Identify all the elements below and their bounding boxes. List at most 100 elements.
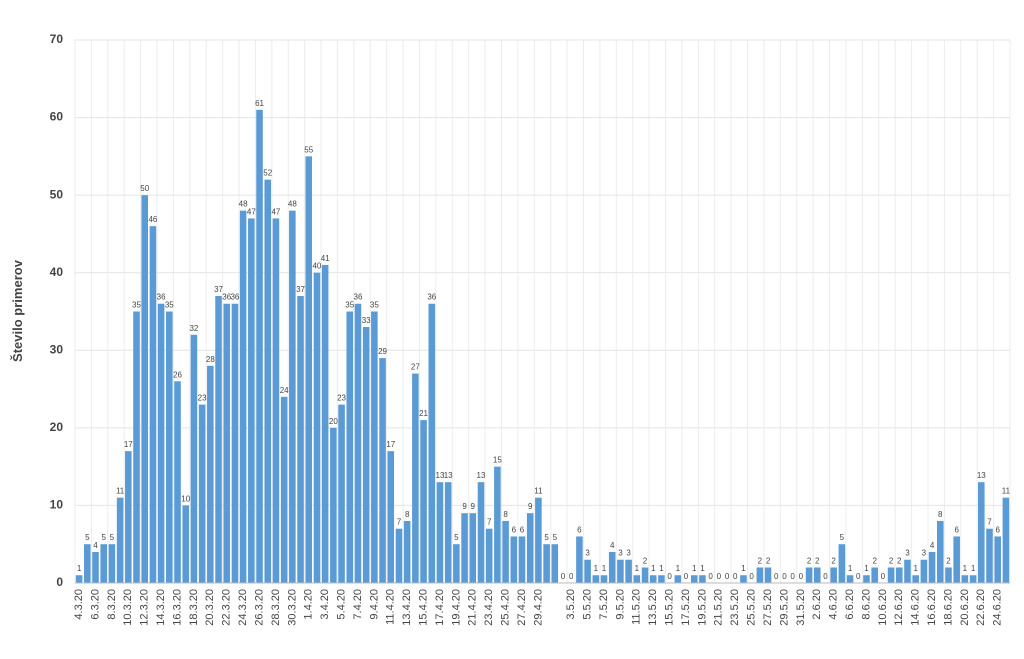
data-label: 2	[831, 556, 836, 565]
x-tick-label: 20.3.20	[204, 589, 216, 626]
bar	[830, 567, 837, 583]
data-label: 17	[124, 440, 133, 449]
bar	[543, 544, 550, 583]
data-label: 1	[77, 564, 82, 573]
data-label: 33	[362, 316, 371, 325]
data-label: 0	[823, 572, 828, 581]
x-tick-label: 19.5.20	[696, 589, 708, 626]
data-label: 1	[676, 564, 681, 573]
x-tick-label: 24.3.20	[237, 589, 249, 626]
bar	[740, 575, 747, 583]
data-label: 37	[214, 285, 223, 294]
data-label: 47	[271, 207, 280, 216]
data-label: 1	[913, 564, 918, 573]
x-tick-label: 7.4.20	[352, 589, 364, 620]
data-label: 36	[157, 293, 166, 302]
x-tick-label: 11.4.20	[385, 589, 397, 625]
x-tick-label: 21.5.20	[713, 589, 725, 626]
data-label: 6	[995, 525, 1000, 534]
data-label: 0	[684, 572, 689, 581]
data-label: 0	[561, 572, 566, 581]
bar	[699, 575, 706, 583]
bar	[846, 575, 854, 583]
x-tick-label: 27.5.20	[762, 589, 774, 626]
data-label: 5	[454, 533, 459, 542]
bar	[354, 303, 362, 583]
bar	[166, 311, 173, 583]
bar	[510, 536, 518, 583]
bar	[305, 156, 313, 583]
bar	[264, 179, 272, 583]
bar	[420, 420, 427, 583]
bar	[518, 536, 526, 583]
data-label: 21	[419, 409, 428, 418]
data-label: 46	[148, 215, 157, 224]
data-label: 0	[667, 572, 672, 581]
data-label: 0	[733, 572, 738, 581]
x-tick-label: 7.5.20	[598, 589, 610, 620]
x-tick-label: 1.4.20	[303, 589, 315, 620]
bar	[649, 575, 657, 583]
bar	[444, 482, 452, 583]
bar	[387, 451, 395, 583]
x-tick-label: 26.3.20	[253, 589, 265, 626]
data-label: 61	[255, 99, 264, 108]
y-tick-label: 0	[56, 575, 63, 589]
bar	[362, 327, 370, 583]
bar	[149, 226, 157, 583]
data-label: 4	[610, 541, 615, 550]
data-label: 52	[263, 169, 272, 178]
bar	[453, 544, 460, 583]
data-label: 11	[534, 487, 543, 496]
x-tick-label: 19.4.20	[450, 589, 462, 626]
bar	[961, 575, 969, 583]
bar	[338, 404, 345, 583]
bar	[133, 311, 140, 583]
data-label: 0	[708, 572, 713, 581]
data-label: 0	[782, 572, 787, 581]
x-tick-label: 22.6.20	[975, 589, 987, 626]
data-label: 13	[977, 471, 986, 480]
bar	[174, 381, 181, 583]
data-label: 11	[116, 487, 125, 496]
bar	[215, 295, 222, 583]
y-tick-label: 60	[50, 110, 64, 124]
y-tick-label: 20	[50, 420, 64, 434]
x-tick-label: 2.6.20	[811, 589, 823, 620]
data-label: 5	[101, 533, 106, 542]
bar	[887, 567, 895, 583]
data-label: 2	[815, 556, 820, 565]
data-label: 3	[618, 549, 623, 558]
x-tick-label: 5.4.20	[335, 589, 347, 620]
bar	[436, 482, 444, 583]
data-label: 1	[594, 564, 599, 573]
x-tick-label: 15.4.20	[417, 589, 429, 626]
bar	[608, 551, 616, 583]
bar	[625, 559, 632, 583]
bar	[256, 109, 263, 584]
bar	[248, 218, 255, 583]
data-label: 2	[897, 556, 902, 565]
x-tick-label: 4.6.20	[828, 589, 840, 620]
bar	[813, 567, 821, 583]
bar	[576, 536, 583, 583]
bar	[1002, 497, 1010, 583]
bar	[92, 551, 99, 583]
bar	[674, 575, 682, 583]
data-label: 1	[700, 564, 705, 573]
data-label: 36	[230, 293, 239, 302]
data-label: 9	[471, 502, 476, 511]
data-label: 17	[386, 440, 395, 449]
x-tick-label: 8.6.20	[860, 589, 872, 620]
data-label: 0	[717, 572, 722, 581]
bar	[346, 311, 354, 583]
data-label: 0	[799, 572, 804, 581]
x-tick-label: 31.5.20	[795, 589, 807, 626]
bar	[584, 559, 591, 583]
data-label: 13	[436, 471, 445, 480]
data-label: 23	[337, 394, 346, 403]
bar	[395, 528, 403, 583]
bar	[895, 567, 903, 583]
data-label: 8	[938, 510, 943, 519]
x-tick-label: 24.6.20	[992, 589, 1004, 626]
